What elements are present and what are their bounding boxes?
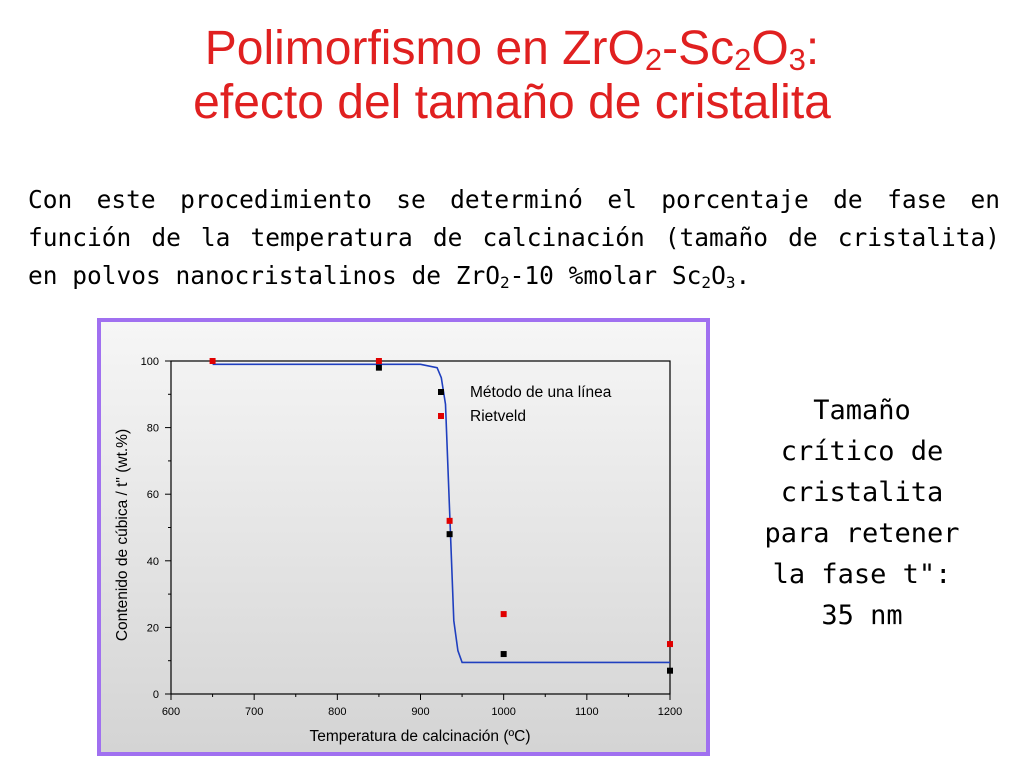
fit-curve [212,363,670,664]
data-point-linea [446,531,453,538]
data-point-linea [375,364,382,371]
x-tick-label: 800 [328,706,346,718]
x-tick-label: 600 [162,706,180,718]
chart-panel: 600 700 800 900 1000 1100 1200 0 20 40 60 80 100 Mét… [97,318,710,756]
x-axis-label: Temperatura de calcinación (ºC) [309,728,530,745]
critical-size-line: la fase t": [772,559,952,590]
data-point-rietveld [446,517,453,524]
data-point-linea [667,667,673,674]
y-tick-label: 80 [147,423,159,435]
critical-size-line: cristalita [780,477,944,508]
data-point-rietveld [500,611,507,618]
data-point-rietveld [375,358,382,364]
data-point-rietveld [209,358,216,364]
critical-size-line: para retener [764,518,960,549]
x-tick-label: 1200 [658,706,682,718]
y-tick-label: 20 [147,622,159,634]
critical-size-note: Tamaño crítico de cristalita para retener la… [742,390,982,636]
data-point-rietveld [667,641,673,648]
slide-title: Polimorfismo en ZrO2-Sc2O3: efecto del t… [0,22,1024,130]
y-tick-label: 60 [147,489,159,501]
phase-content-chart: 600 700 800 900 1000 1100 1200 0 20 40 60 80 100 Mét… [114,356,682,745]
critical-size-line: 35 nm [821,600,903,631]
plot-area-border [170,360,671,695]
legend-marker [438,389,444,395]
y-tick-label: 40 [147,556,159,568]
x-tick-label: 1000 [491,706,515,718]
intro-paragraph: Con este procedimiento se determinó el p… [28,185,1000,292]
critical-size-line: crítico de [780,436,944,467]
x-tick-label: 900 [411,706,429,718]
legend-label: Método de una línea [470,384,612,401]
legend-marker [438,413,444,419]
x-tick-label: 700 [245,706,263,718]
title-line-2: efecto del tamaño de cristalita [193,76,831,129]
y-tick-label: 100 [141,356,159,368]
y-tick-label: 0 [153,689,159,701]
data-point-linea [500,651,507,658]
legend-label: Rietveld [470,408,526,425]
title-line-1: Polimorfismo en ZrO2-Sc2O3: [204,22,820,77]
x-tick-label: 1100 [575,706,599,718]
critical-size-line: Tamaño [813,395,911,426]
y-axis-label: Contenido de cúbica / t" (wt.%) [114,429,131,641]
